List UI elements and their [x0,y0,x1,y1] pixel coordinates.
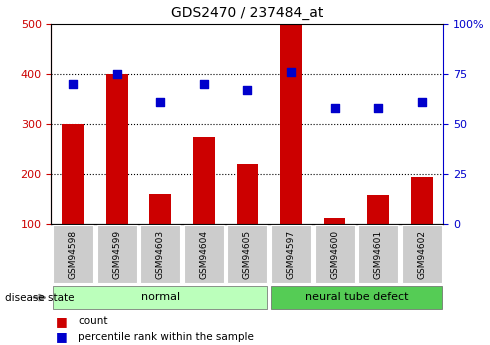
Point [374,106,382,111]
Text: GSM94598: GSM94598 [69,230,78,279]
Text: ■: ■ [56,315,68,328]
FancyBboxPatch shape [271,286,441,309]
Point [418,99,426,105]
Bar [367,195,389,224]
Bar [62,124,84,224]
FancyBboxPatch shape [184,226,224,284]
Bar [106,74,128,224]
FancyBboxPatch shape [402,226,441,284]
Text: GSM94602: GSM94602 [417,230,426,279]
Text: GSM94601: GSM94601 [373,230,383,279]
FancyBboxPatch shape [53,286,268,309]
Text: count: count [78,316,108,326]
Bar [280,24,302,224]
Text: GSM94603: GSM94603 [156,230,165,279]
FancyBboxPatch shape [358,226,398,284]
Bar [411,177,433,224]
FancyBboxPatch shape [315,226,355,284]
Bar [324,218,345,224]
Text: percentile rank within the sample: percentile rank within the sample [78,332,254,342]
Text: GSM94597: GSM94597 [287,230,295,279]
Point [113,71,121,77]
Point [331,106,339,111]
Text: disease state: disease state [5,293,74,303]
Point [69,81,77,87]
FancyBboxPatch shape [227,226,268,284]
Point [156,99,164,105]
FancyBboxPatch shape [140,226,180,284]
Point [200,81,208,87]
Point [244,87,251,93]
Text: GSM94600: GSM94600 [330,230,339,279]
Text: GSM94604: GSM94604 [199,230,208,279]
Text: GSM94605: GSM94605 [243,230,252,279]
Text: GSM94599: GSM94599 [112,230,122,279]
FancyBboxPatch shape [271,226,311,284]
FancyBboxPatch shape [97,226,137,284]
FancyBboxPatch shape [53,226,93,284]
Text: normal: normal [141,292,180,302]
Bar [149,194,171,224]
Text: neural tube defect: neural tube defect [305,292,408,302]
Bar [193,137,215,224]
Bar [237,164,258,224]
Title: GDS2470 / 237484_at: GDS2470 / 237484_at [172,6,323,20]
Point [287,69,295,75]
Text: ■: ■ [56,331,68,343]
